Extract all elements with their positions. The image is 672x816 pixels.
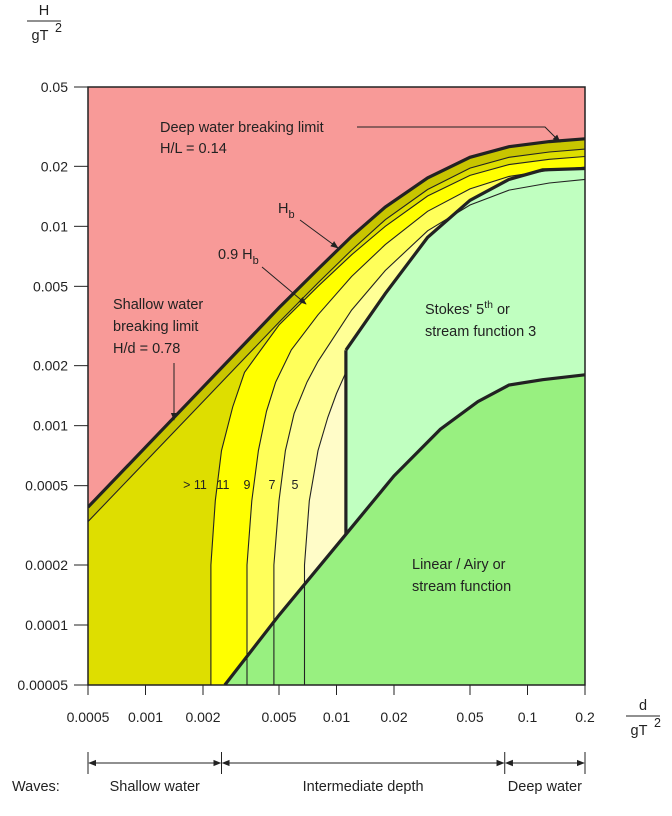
deep-water-limit-ratio: H/L = 0.14 (160, 141, 227, 157)
x-axis-label: d gT 2 (626, 698, 661, 739)
stokes-label-1: Stokes' 5th or (425, 299, 510, 318)
y-tick-label: 0.0005 (25, 478, 68, 494)
stokes-label-2: stream function 3 (425, 324, 536, 340)
annotations: Deep water breaking limit H/L = 0.14 Shall… (113, 120, 561, 595)
wave-regions-axis: Shallow water Intermediate depth Deep wate… (12, 752, 586, 795)
y-tick-label: 0.001 (33, 418, 68, 434)
linear-label-1: Linear / Airy or (412, 557, 506, 573)
x-tick-label: 0.1 (518, 709, 538, 725)
hb-label: Hb (278, 201, 295, 221)
x-tick-label: 0.002 (185, 709, 220, 725)
y-tick-label: 0.0001 (25, 617, 68, 633)
y-tick-label: 0.01 (41, 218, 68, 234)
hb09-label: 0.9 Hb (218, 247, 259, 267)
y-tick-label: 0.0002 (25, 557, 68, 573)
hb09-line (88, 148, 585, 522)
y-axis-label-numerator: H (39, 3, 49, 19)
y-tick-label: 0.02 (41, 158, 68, 174)
x-tick-label: 0.05 (456, 709, 483, 725)
hb-pointer (299, 219, 339, 249)
x-tick-label: 0.2 (575, 709, 595, 725)
stokes-boundary-line (344, 166, 585, 352)
shallow-water-limit-label-1: Shallow water (113, 297, 203, 313)
boundary-lines (88, 137, 585, 685)
order-5-line (303, 372, 347, 685)
axes: 0.0005 0.001 0.002 0.005 0.01 0.02 0.05 0.1 0.2 0… (17, 3, 661, 739)
order-label: 7 (269, 478, 276, 492)
order-label: > 11 (183, 478, 207, 492)
order-label: 11 (217, 478, 230, 492)
y-axis-label-exponent: 2 (55, 21, 62, 35)
order-label: 9 (244, 478, 251, 492)
region-linear (224, 374, 585, 685)
y-axis-label-denominator: gT (32, 28, 49, 44)
x-axis-label-denominator: gT (631, 723, 648, 739)
region-name: Intermediate depth (303, 779, 424, 795)
x-tick-label: 0.005 (261, 709, 296, 725)
deep-water-limit-label: Deep water breaking limit (160, 120, 324, 136)
y-tick-label: 0.002 (33, 358, 68, 374)
x-tick-label: 0.02 (380, 709, 407, 725)
deep-water-limit-pointer (357, 126, 561, 143)
order-label: 5 (292, 478, 299, 492)
hb09-pointer (261, 266, 307, 305)
region-name: Shallow water (110, 779, 200, 795)
y-tick-label: 0.005 (33, 278, 68, 294)
shallow-water-limit-ratio: H/d = 0.78 (113, 341, 180, 357)
x-axis-label-exponent: 2 (654, 716, 661, 730)
order-7-line (273, 178, 585, 685)
x-tick-label: 0.0005 (67, 709, 110, 725)
y-tick-label: 0.00005 (17, 677, 68, 693)
shallow-water-limit-label-2: breaking limit (113, 319, 198, 335)
x-tick-label: 0.001 (128, 709, 163, 725)
region-name: Deep water (508, 779, 582, 795)
x-tick-label: 0.01 (323, 709, 350, 725)
y-axis-label: HgT 2 (27, 3, 62, 44)
plot-area (88, 87, 585, 685)
linear-label-2: stream function (412, 579, 511, 595)
order-11-line (210, 155, 585, 685)
linear-boundary-line (223, 373, 585, 685)
order-9-line (246, 166, 585, 685)
waves-label: Waves: (12, 779, 60, 795)
breaking-limit-line (88, 137, 585, 509)
y-tick-label: 0.05 (41, 79, 68, 95)
x-axis-label-numerator: d (639, 698, 647, 714)
